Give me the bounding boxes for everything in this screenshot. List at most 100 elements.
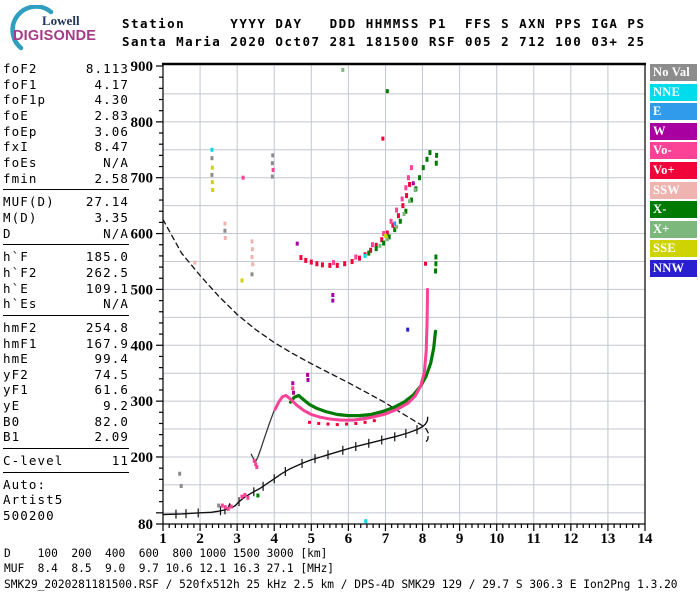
noise-specks-dot	[223, 505, 227, 510]
parameter-row: h`Es N/A	[3, 296, 129, 312]
o-trace-echoes	[273, 287, 429, 422]
second-hop-green-dot	[409, 197, 413, 203]
parameter-value: 4.30	[94, 92, 129, 108]
noise-specks-dot	[383, 233, 387, 238]
legend-item-vo: Vo-	[650, 142, 697, 160]
second-hop-pink-dot	[354, 254, 358, 260]
parameter-label: fmin	[3, 170, 38, 186]
second-hop-lightgreen-dot	[402, 212, 406, 217]
noise-specks-dot	[241, 175, 245, 180]
noise-specks-dot	[424, 261, 428, 266]
second-hop-green-dot	[428, 150, 432, 156]
file-info-footer: SMK29_2020281181500.RSF / 520fx512h 25 k…	[4, 578, 678, 591]
legend-item-nnw: NNW	[650, 259, 697, 277]
noise-specks-dot	[271, 167, 275, 172]
parameter-value: N/A	[103, 154, 129, 170]
panel-divider	[3, 189, 129, 191]
parameter-label: foF1	[3, 76, 38, 92]
second-hop-crimson-dot	[343, 261, 347, 267]
noise-specks-dot	[331, 298, 335, 303]
noise-specks-dot	[331, 293, 335, 297]
second-hop-green-dot	[387, 234, 391, 240]
parameter-value: 4.17	[94, 76, 129, 92]
o-trace-crimson-dashes-dot	[307, 420, 311, 424]
header-field-names: Station YYYY DAY DDD HHMMSS P1 FFS S AXN…	[122, 16, 646, 31]
second-hop-green-dot	[367, 250, 371, 256]
o-trace-crimson-dashes-dot	[372, 419, 376, 423]
second-hop-crimson-dot	[328, 262, 332, 268]
noise-specks-dot	[364, 519, 368, 524]
parameter-row: foEp 3.06	[3, 124, 129, 140]
second-hop-green-dot	[434, 160, 438, 166]
second-hop-green-dot	[421, 165, 425, 171]
legend-item-x: X-	[650, 201, 697, 219]
second-hop-crimson-dot	[309, 259, 313, 265]
parameter-value: 3.06	[94, 123, 129, 139]
noise-specks-dot	[411, 181, 415, 186]
parameter-row: Auto:	[3, 477, 129, 493]
x-tick-label: 5	[308, 531, 316, 547]
second-hop-green-dot	[434, 254, 438, 260]
noise-specks-dot	[254, 462, 258, 467]
second-hop-crimson-dot	[335, 262, 339, 268]
logo-digisonde-text: DIGISONDE	[13, 28, 97, 44]
parameter-label: h`E	[3, 280, 29, 296]
second-hop-green-dot	[434, 261, 438, 267]
logo-lowell-text: Lowell	[42, 13, 80, 28]
x-tick-label: 1	[159, 531, 167, 547]
noise-specks-dot	[240, 494, 244, 499]
x-tick-label: 6	[345, 531, 353, 547]
o-trace-crimson-dashes-dot	[363, 420, 367, 424]
parameter-value: 185.0	[85, 249, 129, 265]
distance-row: D 100 200 400 600 800 1000 1500 3000 [km…	[4, 547, 328, 560]
second-hop-lightgreen-dot	[385, 237, 389, 242]
parameter-label: 500200	[3, 508, 55, 524]
noise-specks-dot	[363, 253, 367, 258]
x-tick-label: 9	[456, 531, 464, 547]
muf-transmission-curve	[162, 218, 430, 445]
second-hop-green-dot	[435, 152, 439, 158]
noise-specks-dot	[291, 381, 295, 386]
second-hop-green-dot	[418, 175, 422, 181]
noise-specks-dot	[223, 228, 227, 233]
parameter-value: 109.1	[85, 280, 129, 296]
o-trace-crimson-dashes-dot	[345, 422, 349, 426]
o-trace-crimson-dashes-dot	[326, 422, 330, 426]
parameter-row: fmin 2.58	[3, 171, 129, 187]
parameter-label: yF2	[3, 366, 29, 382]
noise-specks-dot	[250, 239, 254, 244]
parameter-value: 2.83	[94, 107, 129, 123]
legend-item-ssw: SSW	[650, 181, 697, 199]
muf-row: MUF 8.4 8.5 9.0 9.7 10.6 12.1 16.3 27.1 …	[4, 562, 335, 575]
second-hop-green-dot	[425, 156, 429, 162]
legend-item-vo: Vo+	[650, 161, 697, 179]
noise-specks-dot	[211, 187, 215, 192]
y-tick-label: 900	[131, 59, 154, 75]
second-hop-crimson-dot	[408, 181, 412, 187]
y-tick-label: 600	[131, 227, 154, 243]
second-hop-pink-dot	[400, 196, 404, 202]
second-hop-lightgreen-dot	[395, 224, 399, 229]
x-tick-label: 13	[600, 531, 615, 547]
parameter-label: D	[3, 225, 12, 241]
noise-specks-dot	[193, 260, 197, 265]
noise-specks-dot	[291, 386, 295, 391]
parameter-value: 2.58	[94, 170, 129, 186]
noise-specks-dot	[393, 221, 397, 226]
noise-specks-dot	[210, 180, 214, 185]
parameter-row: B0 82.0	[3, 414, 129, 430]
parameter-label: foEs	[3, 154, 38, 170]
parameter-label: hmE	[3, 351, 29, 367]
second-hop-green-dot	[398, 218, 402, 224]
x-trace-echoes	[288, 329, 438, 418]
second-hop-crimson-dot	[350, 258, 354, 264]
noise-specks-dot	[306, 377, 310, 382]
legend-item-nne: NNE	[650, 83, 697, 101]
second-hop-crimson-dot	[358, 255, 362, 261]
noise-specks-dot	[406, 327, 410, 332]
second-hop-crimson-dot	[315, 261, 319, 267]
noise-specks-dot	[250, 272, 254, 277]
second-hop-pink-dot	[395, 207, 399, 213]
legend-item-noval: No Val	[650, 64, 697, 81]
